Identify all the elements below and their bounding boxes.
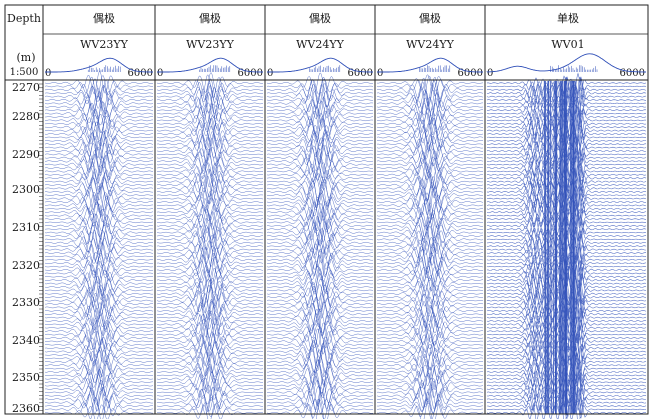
spectrum-ticks-2 [199, 65, 231, 72]
depth-axis: 2270 2280 2290 2300 2310 2320 2330 2340 … [12, 81, 40, 415]
track-axis-max: 6000 [348, 68, 373, 79]
track-mode-label: 单极 [557, 11, 579, 25]
depth-tick-label: 2350 [12, 371, 40, 384]
track-mode-label: 偶极 [419, 11, 441, 25]
depth-tick-label: 2270 [12, 81, 40, 94]
spectrum-curve-2 [157, 57, 263, 73]
depth-tick-label: 2290 [12, 148, 40, 161]
depth-tick-label: 2280 [12, 110, 40, 123]
track-mode-label: 偶极 [309, 11, 331, 25]
track-axis-max: 6000 [458, 68, 483, 79]
depth-unit-label: (m) [16, 51, 35, 64]
track-header-1: 偶极 WV23YY 0 6000 [45, 11, 153, 79]
track-curve-label: WV23YY [186, 38, 235, 51]
waveform-track-1 [44, 71, 154, 419]
depth-column-title: Depth [7, 12, 41, 25]
depth-tick-label: 2360 [12, 402, 40, 415]
wave-band [546, 80, 549, 415]
waveform-track-3 [266, 72, 374, 419]
header-wavelets [45, 53, 646, 73]
spectrum-ticks-4 [419, 65, 451, 72]
track-axis-min: 0 [157, 68, 163, 79]
depth-tick-label: 2300 [12, 183, 40, 196]
track-header-2: 偶极 WV23YY 0 6000 [157, 11, 263, 79]
track-header-5: 单极 WV01 0 6000 [487, 11, 645, 79]
spectrum-ticks-3 [309, 65, 341, 72]
wave-band [558, 80, 562, 415]
spectrum-ticks-5 [550, 65, 598, 72]
spectrum-curve-3 [267, 57, 373, 73]
track-header-3: 偶极 WV24YY 0 6000 [267, 11, 373, 79]
track-axis-max: 6000 [128, 68, 153, 79]
waveform-traces [44, 71, 647, 419]
track-axis-min: 0 [487, 68, 493, 79]
track-axis-min: 0 [267, 68, 273, 79]
track-axis-max: 6000 [620, 68, 645, 79]
spectrum-ticks-1 [87, 65, 121, 72]
track-mode-label: 偶极 [199, 11, 221, 25]
track-axis-min: 0 [45, 68, 51, 79]
track-curve-label: WV24YY [296, 38, 345, 51]
track-axis-min: 0 [377, 68, 383, 79]
depth-tick-label: 2310 [12, 221, 40, 234]
depth-tick-label: 2330 [12, 296, 40, 309]
wave-band [549, 80, 552, 415]
spectrum-curve-1 [45, 57, 153, 73]
track-header-4: 偶极 WV24YY 0 6000 [377, 11, 483, 79]
depth-tick-label: 2340 [12, 334, 40, 347]
wave-band [552, 80, 555, 415]
depth-scale-label: 1:500 [10, 67, 39, 78]
track-curve-label: WV24YY [406, 38, 455, 51]
outer-frame [4, 4, 649, 415]
wave-band [544, 80, 547, 415]
log-grid-lines [4, 4, 649, 415]
waveform-track-2 [156, 72, 264, 419]
waveform-track-4 [376, 74, 484, 419]
track-curve-label: WV23YY [80, 38, 129, 51]
wave-band [560, 80, 562, 415]
wave-band [563, 80, 565, 415]
wave-band [543, 80, 546, 415]
track-curve-label: WV01 [551, 38, 584, 51]
track-axis-max: 6000 [238, 68, 263, 79]
spectrum-curve-5 [486, 53, 646, 73]
depth-tick-label: 2320 [12, 259, 40, 272]
spectrum-curve-4 [377, 57, 483, 73]
track-mode-label: 偶极 [93, 11, 115, 25]
